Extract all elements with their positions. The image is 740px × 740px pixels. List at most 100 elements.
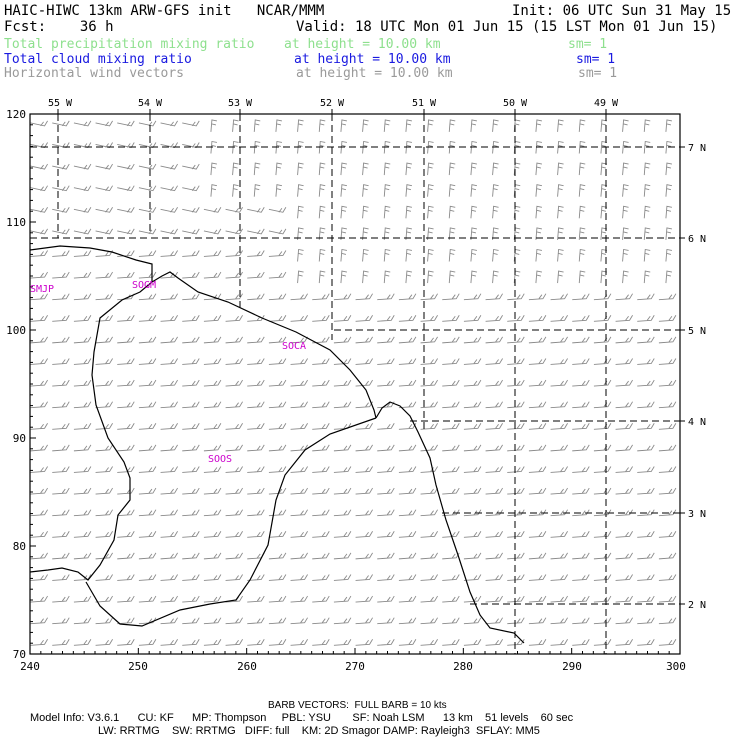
wind-barb: [528, 315, 547, 322]
wind-barb: [247, 336, 265, 344]
wind-barb: [398, 617, 417, 625]
wind-barb: [637, 423, 655, 430]
wind-barb: [442, 617, 460, 625]
wind-barb: [117, 271, 135, 279]
wind-barb: [225, 509, 243, 517]
wind-barb: [160, 315, 178, 322]
wind-barb: [340, 162, 348, 176]
wind-barb: [182, 444, 200, 452]
wind-barb: [138, 271, 157, 279]
wind-barb: [463, 401, 482, 409]
wind-barb: [333, 574, 352, 581]
wind-barb: [160, 444, 178, 452]
wind-barb: [52, 271, 70, 279]
wind-barb: [117, 617, 135, 625]
wind-barb: [52, 466, 70, 473]
wind-barb: [405, 227, 413, 240]
wind-barb: [463, 487, 482, 495]
wind-barb: [73, 423, 92, 430]
wind-barb: [658, 509, 677, 517]
wind-barb: [398, 358, 417, 365]
wind-barb: [210, 140, 218, 154]
wind-barb: [658, 595, 677, 603]
wind-barb: [160, 552, 178, 560]
wind-barb: [442, 293, 460, 301]
wind-barb: [182, 466, 200, 473]
wind-barb: [182, 487, 200, 495]
wind-barb: [593, 487, 612, 495]
wind-barb: [138, 207, 157, 213]
wind-barb: [318, 248, 326, 262]
wind-barb: [405, 205, 413, 219]
wind-barb: [312, 552, 330, 560]
wind-barb: [528, 379, 547, 387]
wind-barb: [333, 315, 352, 322]
wind-barb: [247, 293, 265, 301]
wind-barb: [95, 617, 113, 625]
wind-barb: [578, 184, 586, 197]
wind-barb: [73, 639, 92, 646]
wind-barb: [95, 293, 113, 301]
wind-barb: [507, 574, 525, 581]
wind-barb: [557, 270, 564, 284]
plot-title: HAIC-HIWC 13km ARW-GFS init NCAR/MMM: [4, 3, 325, 19]
wind-barb: [73, 595, 92, 603]
wind-barb: [463, 574, 482, 581]
wind-barb: [383, 184, 391, 197]
wind-barb: [333, 293, 352, 301]
wind-barb: [340, 270, 348, 284]
wind-barb: [290, 595, 308, 603]
wind-barb: [362, 140, 369, 154]
wind-barb: [622, 119, 629, 132]
wind-barb: [30, 595, 48, 603]
wind-barb: [138, 444, 157, 452]
wind-barb: [225, 293, 243, 301]
wind-barb: [420, 595, 438, 603]
wind-barb: [643, 119, 651, 132]
latitude-label: 6 N: [688, 234, 706, 245]
wind-barb: [600, 119, 608, 132]
wind-barb: [333, 639, 352, 646]
wind-barb: [658, 466, 677, 473]
wind-barb: [572, 379, 590, 387]
wind-barb: [557, 248, 564, 262]
latitude-label: 5 N: [688, 326, 706, 337]
wind-barb: [637, 639, 655, 646]
wind-barb: [448, 248, 456, 262]
wind-barb: [420, 639, 438, 646]
wind-barb: [485, 401, 503, 409]
wind-barb: [442, 358, 460, 365]
wind-barb: [117, 423, 135, 430]
wind-barb: [643, 270, 651, 284]
wind-barb: [312, 379, 330, 387]
wind-barb: [398, 552, 417, 560]
wind-barb: [528, 617, 547, 625]
wind-barb: [95, 466, 113, 473]
wind-barb: [485, 639, 503, 646]
wind-barb: [377, 531, 395, 538]
wind-barb: [340, 248, 348, 262]
wind-barb: [442, 401, 460, 409]
wind-barb: [138, 185, 157, 192]
wind-barb: [333, 401, 352, 409]
wind-barb: [507, 358, 525, 365]
wind-barb: [528, 487, 547, 495]
wind-barb: [557, 184, 564, 197]
wind-barb: [268, 336, 287, 344]
x-tick-label: 300: [666, 660, 686, 673]
wind-barb: [448, 184, 456, 197]
wind-barb: [463, 423, 482, 430]
wind-barb: [160, 531, 178, 538]
wind-barb: [225, 552, 243, 560]
field-2-sm: sm= 1: [576, 52, 616, 67]
wind-barb: [297, 227, 304, 240]
wind-barb: [377, 379, 395, 387]
wind-barb: [427, 270, 434, 284]
wind-barb: [73, 552, 92, 560]
wind-barb: [117, 163, 135, 170]
wind-barb: [160, 120, 178, 127]
wind-barb: [73, 358, 92, 365]
wind-barb: [550, 444, 568, 452]
wind-barb: [138, 358, 157, 365]
x-tick-label: 250: [128, 660, 148, 673]
